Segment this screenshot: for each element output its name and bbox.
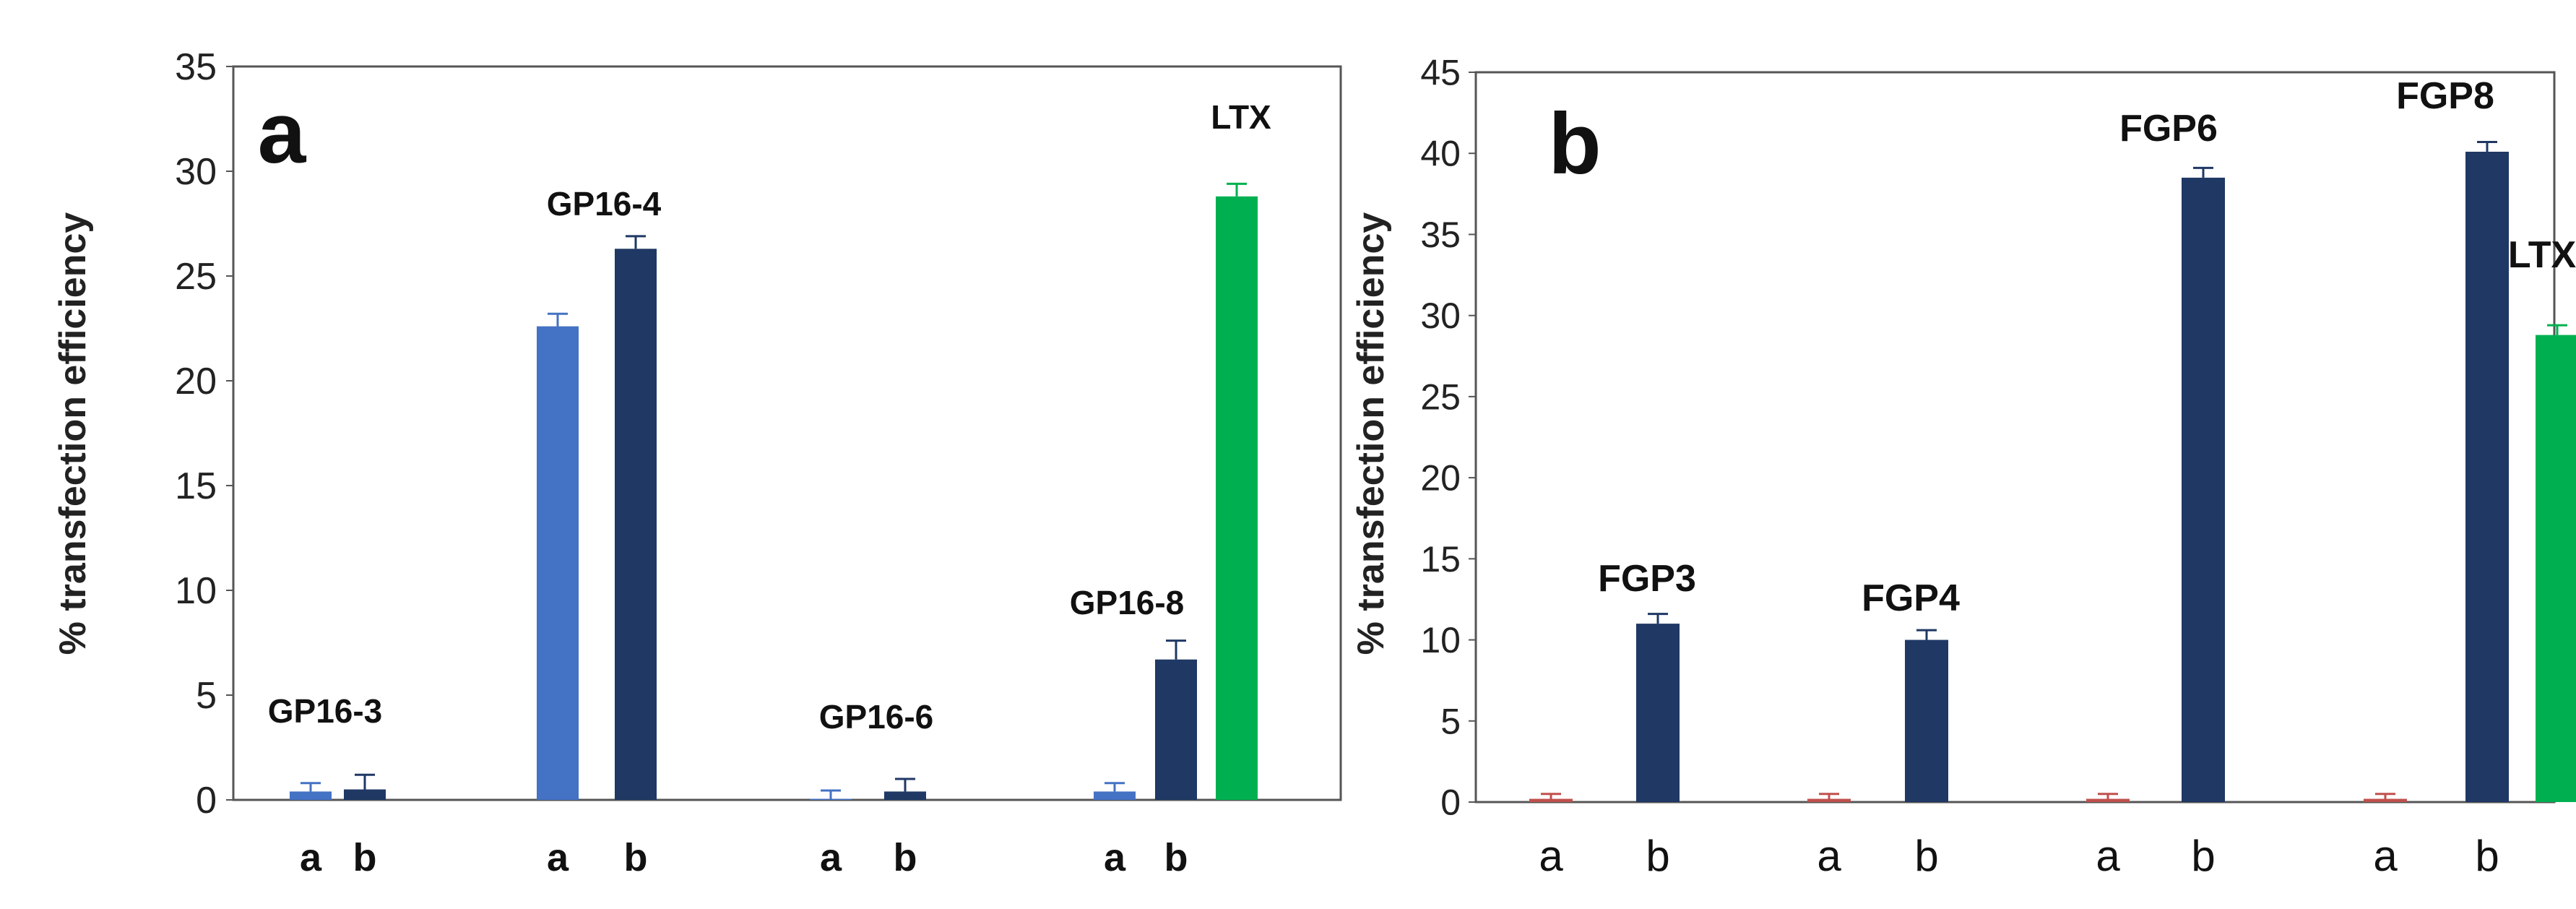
- y-tick-label: 10: [175, 570, 217, 612]
- bar: [1905, 639, 1948, 802]
- y-tick-label: 5: [1440, 701, 1461, 741]
- plot-area-frame: [232, 65, 1342, 801]
- group-label: GP16-4: [547, 185, 662, 223]
- category-label: a: [1539, 832, 1563, 880]
- category-label: a: [2373, 832, 2398, 880]
- y-tick-label: 45: [1420, 53, 1461, 93]
- y-tick-label: 30: [175, 151, 217, 193]
- bar: [1094, 791, 1136, 800]
- category-label: a: [1104, 836, 1126, 879]
- y-axis-label: % transfection efficiency: [1350, 212, 1392, 655]
- y-tick-label: 15: [1420, 539, 1461, 580]
- category-label: b: [1164, 836, 1188, 879]
- group-label: GP16-3: [268, 692, 383, 730]
- bar: [1807, 798, 1851, 802]
- category-label: a: [300, 836, 322, 879]
- y-tick-label: 0: [196, 780, 217, 822]
- panel-letter: b: [1548, 95, 1601, 192]
- panel-letter: a: [258, 85, 307, 181]
- bar: [1529, 798, 1573, 802]
- bar: [1155, 659, 1197, 800]
- category-label: b: [2475, 832, 2499, 880]
- y-tick-label: 20: [1420, 458, 1461, 499]
- group-label: LTX: [1211, 98, 1271, 136]
- y-tick-label: 30: [1420, 296, 1461, 336]
- panel-a: 0 5 10 15 20 25 30 35 % transfection efficiency a…: [52, 46, 1342, 879]
- category-label: a: [820, 836, 842, 879]
- group-label: FGP3: [1598, 558, 1696, 600]
- y-tick-label: 35: [1420, 215, 1461, 255]
- panel-b: 0 5 10 15 20 25 30 35 40 45 % transfection efficie…: [1350, 53, 2576, 880]
- group-label: FGP6: [2119, 108, 2218, 150]
- y-tick-label: 0: [1440, 783, 1461, 823]
- group-label: GP16-8: [1070, 584, 1185, 621]
- bar: [2465, 151, 2509, 802]
- bar: [2364, 798, 2407, 802]
- bar: [884, 791, 926, 800]
- category-label: a: [547, 836, 569, 879]
- y-tick-label: 35: [175, 46, 217, 88]
- category-label: b: [353, 836, 377, 879]
- y-tick-label: 40: [1420, 134, 1461, 174]
- category-label: b: [624, 836, 648, 879]
- bar: [2536, 335, 2576, 803]
- category-label: b: [1646, 832, 1669, 880]
- y-tick-label: 10: [1420, 620, 1461, 660]
- group-label: FGP8: [2396, 75, 2494, 117]
- category-label: b: [1914, 832, 1938, 880]
- bar: [290, 791, 332, 800]
- bar: [1636, 624, 1680, 802]
- bar: [2182, 177, 2225, 802]
- category-label: b: [894, 836, 917, 879]
- y-tick-label: 5: [196, 675, 217, 717]
- bar: [2086, 798, 2130, 802]
- category-label: a: [2096, 832, 2120, 880]
- group-label: FGP4: [1862, 577, 1960, 619]
- bar: [1216, 196, 1258, 800]
- y-axis-label: % transfection efficiency: [52, 212, 94, 655]
- y-tick-label: 20: [175, 361, 217, 402]
- group-label: LTX: [2508, 234, 2576, 276]
- bar: [537, 326, 579, 801]
- bar: [615, 249, 657, 800]
- group-label: GP16-6: [819, 698, 934, 736]
- category-label: a: [1817, 832, 1841, 880]
- y-tick-label: 25: [1420, 376, 1461, 417]
- y-tick-label: 15: [175, 465, 217, 507]
- category-label: b: [2191, 832, 2215, 880]
- bar: [344, 789, 386, 800]
- y-tick-label: 25: [175, 256, 217, 298]
- bar: [810, 798, 852, 800]
